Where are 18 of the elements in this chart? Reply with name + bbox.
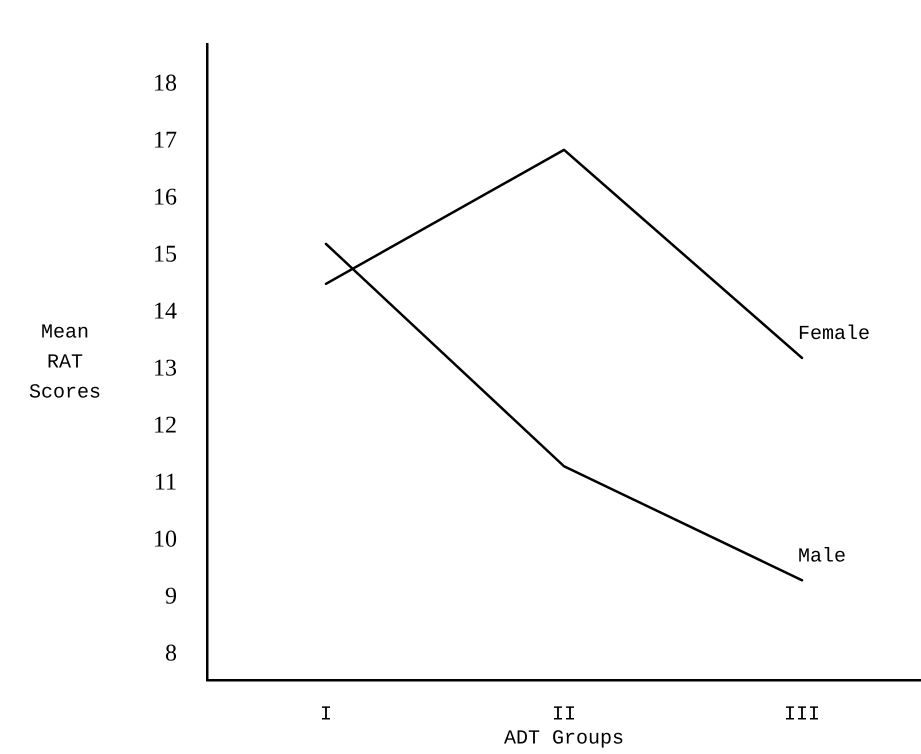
x-tick-label: II xyxy=(552,703,576,726)
y-tick-label: 8 xyxy=(165,640,177,667)
x-tick-label: I xyxy=(320,703,332,726)
y-tick-label: 18 xyxy=(153,70,177,97)
series-label: Male xyxy=(798,546,846,569)
y-tick-label: 10 xyxy=(153,526,177,553)
y-tick-label: 17 xyxy=(153,128,177,154)
x-axis-title: ADT Groups xyxy=(504,727,624,750)
y-axis-title: Mean RAT Scores xyxy=(28,321,102,404)
series-label: Female xyxy=(798,323,870,346)
y-tick-label: 16 xyxy=(153,184,177,211)
y-tick-label: 15 xyxy=(153,242,177,268)
y-tick-label: 13 xyxy=(153,356,177,382)
y-tick-label: 11 xyxy=(154,470,177,496)
y-tick-label: 12 xyxy=(153,412,177,439)
y-tick-label: 14 xyxy=(153,298,177,325)
y-tick-label: 9 xyxy=(165,584,177,610)
x-tick-label: III xyxy=(784,703,820,726)
